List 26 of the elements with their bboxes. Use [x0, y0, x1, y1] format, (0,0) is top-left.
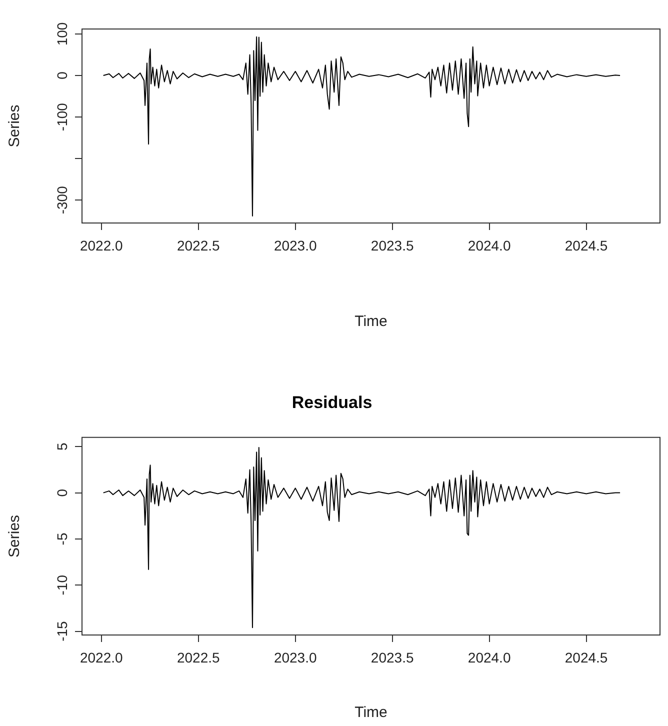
y-axis-title: Series [6, 104, 24, 148]
x-tick-label: 2024.0 [468, 237, 511, 254]
y-tick-label: -100 [54, 102, 70, 132]
x-tick-label: 2023.5 [370, 237, 414, 254]
y-tick-label: 0 [54, 488, 70, 497]
x-tick-label: 2022.5 [176, 237, 220, 254]
y-tick-label: -300 [54, 186, 70, 214]
x-tick-label: 2023.0 [274, 237, 317, 254]
x-tick-label: 2022.5 [176, 649, 220, 666]
y-tick-label: -5 [54, 532, 70, 546]
y-axis-title: Series [6, 514, 24, 558]
x-axis-title: Time [354, 313, 388, 330]
x-tick-label: 2023.5 [370, 649, 414, 666]
x-tick-label: 2022.0 [80, 649, 124, 666]
x-axis-title: Time [354, 704, 388, 722]
y-tick-label: 5 [54, 442, 70, 451]
x-tick-label: 2024.5 [564, 649, 608, 666]
x-tick-label: 2024.5 [564, 237, 608, 254]
y-tick-label: 0 [54, 71, 70, 80]
chart-title: Residuals [292, 392, 372, 412]
x-tick-label: 2024.0 [468, 649, 511, 666]
y-tick-label: -10 [54, 574, 70, 596]
x-tick-label: 2022.0 [80, 237, 124, 254]
x-tick-label: 2023.0 [274, 649, 317, 666]
y-tick-label: -15 [54, 620, 70, 642]
y-tick-label: 100 [54, 22, 70, 46]
